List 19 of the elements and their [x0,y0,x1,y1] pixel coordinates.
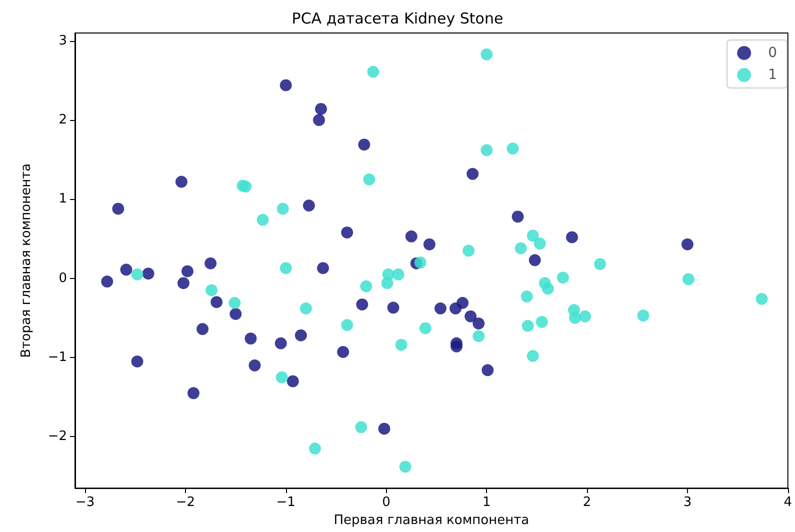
x-tick-label: −1 [276,495,296,510]
x-tick-label: 4 [784,495,792,510]
legend-label: 1 [768,67,778,83]
chart-title: PCA датасета Kidney Stone [292,10,504,28]
x-tick-label: 0 [382,495,390,510]
y-tick-label: −1 [48,350,67,366]
x-tick-label: −3 [75,495,95,510]
legend-label: 0 [768,45,778,61]
y-tick-label: 0 [58,270,67,286]
x-tick-label: 1 [482,495,491,510]
x-axis-title: Первая главная компонента [334,513,530,528]
y-tick-label: −2 [48,429,67,444]
y-tick-label: 1 [58,192,67,207]
x-tick-label: −2 [176,495,196,510]
y-axis-title: Вторая главная компонента [19,163,34,358]
x-tick-label: 3 [683,495,692,510]
y-tick-label: 3 [58,33,67,48]
x-tick-label: 2 [582,495,592,510]
y-tick-label: 2 [58,112,67,128]
